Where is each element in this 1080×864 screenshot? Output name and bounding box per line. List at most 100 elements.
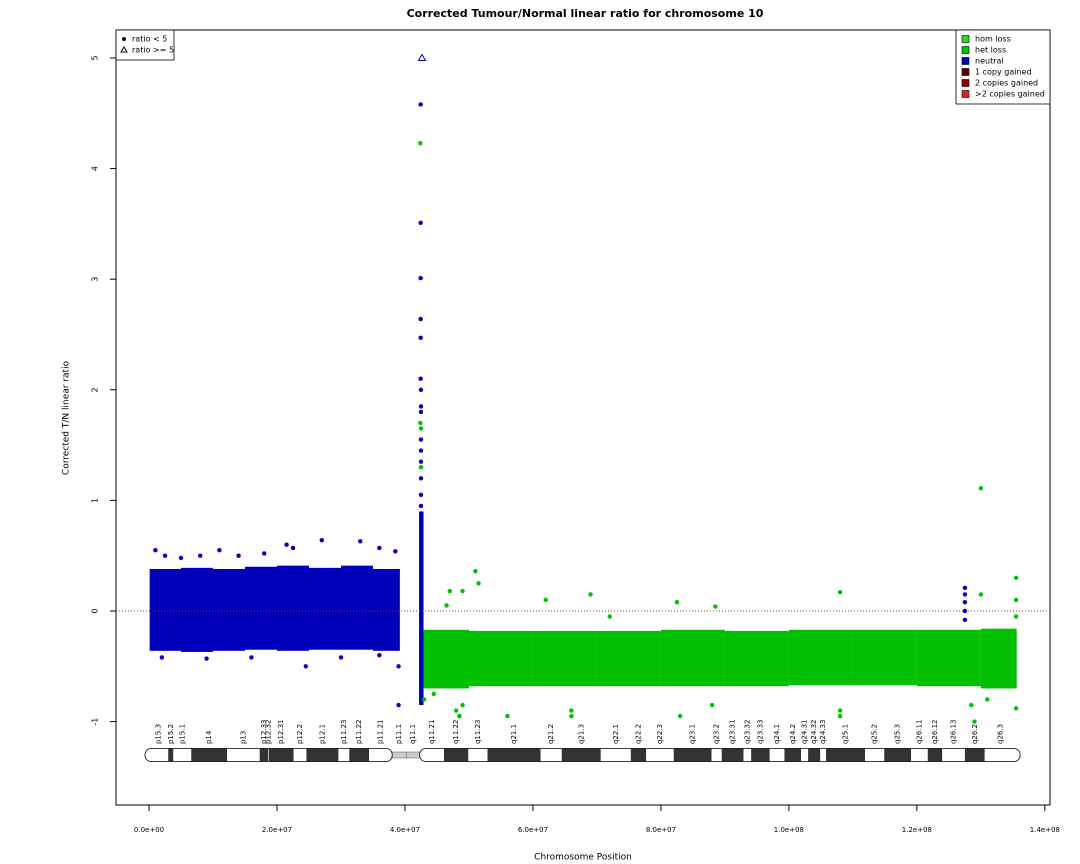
cytoband-label: p15.3	[155, 724, 163, 744]
cytoband-label: p11.21	[377, 720, 385, 744]
x-tick-label: 4.0e+07	[390, 826, 420, 834]
legend-swatch	[961, 57, 970, 65]
point-cloud	[372, 568, 400, 651]
y-tick-label: 4	[91, 166, 100, 171]
point	[393, 549, 398, 554]
point-cloud	[532, 630, 597, 687]
point	[178, 555, 184, 561]
legend-label: ratio < 5	[132, 35, 167, 44]
point	[447, 588, 452, 594]
point	[396, 664, 401, 669]
cytoband-label: q23.32	[743, 720, 751, 744]
point	[377, 653, 382, 658]
cytoband-label: q11.21	[428, 720, 436, 744]
legend-box	[955, 29, 1051, 105]
cytoband	[743, 748, 752, 762]
cytoband	[820, 748, 827, 762]
cytoband-label: q26.12	[931, 720, 939, 744]
point	[418, 404, 424, 409]
cytoband	[468, 748, 488, 762]
point	[418, 220, 423, 225]
cytoband	[600, 748, 631, 762]
y-tick-label: 3	[91, 277, 100, 282]
cytoband-label: q26.2	[971, 724, 979, 744]
cytoband	[293, 748, 307, 762]
legend-box	[115, 29, 175, 61]
cytoband	[865, 748, 885, 762]
cytoband	[927, 748, 943, 762]
cytoband-label: q26.11	[915, 720, 923, 744]
point	[457, 713, 462, 719]
chart-title: Corrected Tumour/Normal linear ratio for…	[407, 7, 764, 20]
point	[284, 542, 289, 547]
point	[290, 545, 296, 551]
cytoband-label: q11.23	[474, 720, 482, 744]
point-cloud	[468, 630, 533, 687]
point-cloud	[308, 567, 341, 650]
point	[972, 719, 977, 724]
ideogram-outline	[419, 748, 1021, 762]
point-cloud	[149, 568, 182, 651]
cytoband-label: q24.32	[810, 720, 818, 744]
point-cloud	[419, 511, 424, 706]
cytoband-label: q26.13	[950, 720, 958, 744]
point	[837, 708, 843, 713]
point	[837, 713, 843, 719]
cytoband	[369, 748, 393, 762]
point	[418, 476, 424, 481]
cytoband-label: q24.2	[789, 724, 797, 744]
point	[978, 592, 984, 597]
point-cloud	[181, 567, 214, 652]
point	[262, 551, 267, 556]
cytoband	[964, 748, 985, 762]
cytoband-label: q26.3	[996, 724, 1004, 744]
point	[969, 702, 974, 708]
point	[217, 547, 222, 553]
point	[569, 708, 574, 713]
cytoband-label: q11.22	[452, 720, 460, 744]
cytoband	[673, 748, 712, 762]
point	[319, 538, 324, 543]
point	[418, 437, 424, 442]
point-cloud	[660, 629, 725, 687]
x-tick-label: 2.0e+07	[262, 826, 292, 834]
point	[204, 656, 209, 661]
cytoband-label: q22.2	[635, 724, 643, 744]
x-tick-label: 8.0e+07	[646, 826, 676, 834]
cytoband-label: q25.3	[894, 724, 902, 744]
point	[588, 592, 593, 597]
point-cloud	[724, 630, 789, 687]
cytoband	[149, 748, 169, 762]
cytoband	[561, 748, 601, 762]
point	[377, 545, 382, 551]
legend-label: 2 copies gained	[975, 79, 1038, 88]
cytoband-label: p11.1	[395, 724, 403, 744]
cytoband	[227, 748, 260, 762]
point	[444, 603, 449, 608]
point	[962, 599, 968, 605]
point-cloud	[916, 629, 981, 687]
legend-label: hom loss	[975, 35, 1011, 44]
point	[543, 597, 548, 603]
point	[677, 713, 683, 719]
cytoband-label: q25.2	[871, 724, 879, 744]
point	[418, 335, 423, 341]
point	[421, 697, 427, 702]
cytoband-label: q24.1	[773, 724, 781, 744]
cytoband-label: p12.2	[296, 724, 304, 744]
cytoband	[884, 748, 912, 762]
point-cloud	[245, 566, 277, 650]
cytoband-label: q23.31	[729, 720, 737, 744]
point	[418, 102, 423, 107]
point	[418, 448, 424, 453]
point	[159, 655, 165, 660]
x-tick-label: 1.0e+08	[774, 826, 804, 834]
point	[460, 588, 465, 594]
legend-swatch	[961, 90, 970, 98]
point	[453, 708, 459, 713]
point	[418, 275, 423, 281]
cytoband-label: p12.32	[264, 720, 272, 744]
point-cloud	[213, 568, 246, 651]
cytoband-label: q21.1	[510, 724, 518, 744]
x-tick-label: 1.2e+08	[902, 826, 932, 834]
